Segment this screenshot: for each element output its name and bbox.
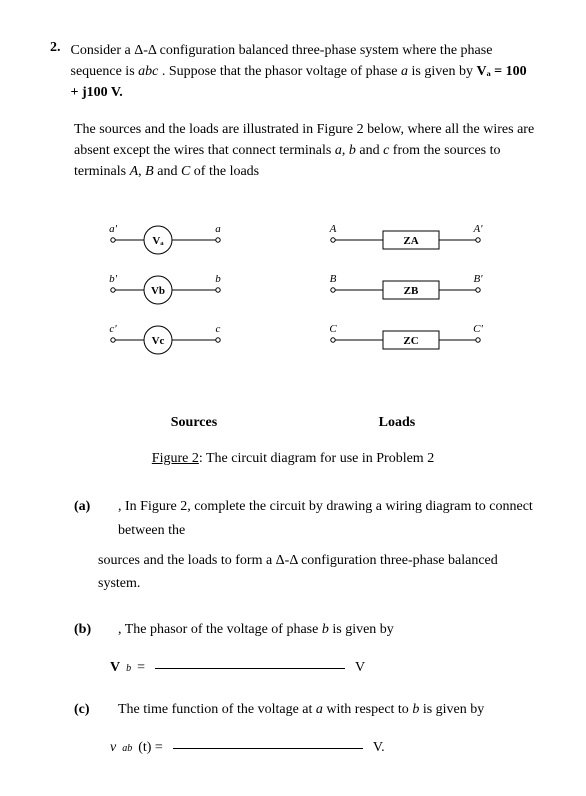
figure-section-labels: Sources Loads [90, 415, 496, 431]
svg-text:Vc: Vc [152, 335, 165, 347]
problem-number: 2. [50, 40, 61, 56]
loads-label: Loads [379, 415, 416, 431]
svg-text:b': b' [109, 273, 118, 285]
part-c-text: The time function of the voltage at [118, 702, 316, 717]
para2-m5: and [154, 164, 181, 179]
para2-B: B [145, 164, 154, 179]
svg-text:C': C' [473, 323, 483, 335]
part-b-eq-lhs: V [110, 660, 120, 676]
svg-text:c': c' [109, 323, 117, 335]
part-b-content: , The phasor of the voltage of phase b i… [118, 618, 536, 642]
figure-caption-prefix: Figure 2 [152, 451, 199, 466]
svg-text:b: b [215, 273, 221, 285]
part-a-text2: sources and the loads to form a Δ-Δ conf… [98, 553, 498, 592]
part-c-unit: V. [373, 740, 385, 756]
part-c-label: (c) [74, 698, 98, 722]
svg-text:a': a' [109, 223, 118, 235]
para2-a: a [335, 143, 342, 158]
intro-seq: abc [138, 64, 158, 79]
part-c-eq-arg: (t) = [138, 740, 163, 756]
para2-end: of the loads [190, 164, 259, 179]
svg-text:c: c [216, 323, 221, 335]
part-c-eq-lhs: v [110, 740, 116, 756]
part-b-text: , The phasor of the voltage of phase [118, 622, 322, 637]
svg-text:B': B' [473, 273, 483, 285]
part-b: (b) , The phasor of the voltage of phase… [74, 618, 536, 642]
svg-text:C: C [329, 323, 337, 335]
part-c-at: a [316, 702, 323, 717]
part-b-eq-sub: b [126, 663, 131, 674]
problem-para-2: The sources and the loads are illustrate… [74, 119, 536, 182]
part-b-label: (b) [74, 618, 98, 642]
sources-label: Sources [171, 415, 217, 431]
part-c-blank [173, 747, 363, 749]
para2-C: C [181, 164, 190, 179]
intro-phase: a [401, 64, 408, 79]
part-a-text2-line: sources and the loads to form a Δ-Δ conf… [98, 549, 536, 597]
part-b-blank [155, 667, 345, 669]
part-a-label: (a) [74, 495, 98, 543]
part-c-text3: is given by [419, 702, 484, 717]
figure-caption: Figure 2: The circuit diagram for use in… [50, 451, 536, 467]
part-b-equation: Vb = V [110, 660, 536, 676]
para2-b: b [349, 143, 356, 158]
part-a-text1: , In Figure 2, complete the circuit by d… [118, 499, 533, 538]
para2-A: A [130, 164, 139, 179]
problem-header: 2. Consider a Δ-Δ configuration balanced… [50, 40, 536, 103]
intro-text-1b: . Suppose that the phasor voltage of pha… [158, 64, 401, 79]
svg-text:Vb: Vb [151, 285, 165, 297]
part-c-content: The time function of the voltage at a wi… [118, 698, 536, 722]
svg-text:ZA: ZA [403, 235, 418, 247]
intro-text-1c: is given by [408, 64, 476, 79]
svg-text:a: a [215, 223, 221, 235]
svg-text:A: A [329, 223, 337, 235]
para2-m1: , [342, 143, 349, 158]
part-a-content: , In Figure 2, complete the circuit by d… [118, 495, 536, 543]
part-b-text2: is given by [329, 622, 394, 637]
para2-m2: and [356, 143, 383, 158]
part-c-text2: with respect to [323, 702, 412, 717]
part-c-equation: vab (t) = V. [110, 740, 536, 756]
svg-text:ZC: ZC [403, 335, 418, 347]
part-a: (a) , In Figure 2, complete the circuit … [74, 495, 536, 543]
figure-caption-rest: : The circuit diagram for use in Problem… [199, 451, 434, 466]
part-c-eq-sub: ab [122, 743, 132, 754]
svg-text:A': A' [472, 223, 483, 235]
part-c-wrt: b [412, 702, 419, 717]
part-b-phase: b [322, 622, 329, 637]
svg-text:B: B [330, 273, 337, 285]
part-c: (c) The time function of the voltage at … [74, 698, 536, 722]
problem-intro: Consider a Δ-Δ configuration balanced th… [71, 40, 537, 103]
part-b-unit: V [355, 660, 365, 676]
part-b-eq-eq: = [137, 660, 145, 676]
svg-text:ZB: ZB [404, 285, 419, 297]
circuit-diagram: Vₐ a' a ZA A A' Vb b' b ZB B B' Vc c' c ZC C C' [83, 210, 503, 380]
svg-text:Vₐ: Vₐ [152, 235, 164, 247]
figure-2: Vₐ a' a ZA A A' Vb b' b ZB B B' Vc c' c ZC C C' Sources L… [50, 210, 536, 467]
